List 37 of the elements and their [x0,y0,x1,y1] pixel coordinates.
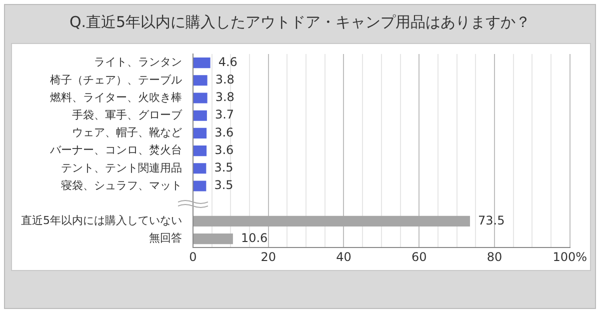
bar [194,163,206,174]
y-tick-label: 無回答 [149,232,182,245]
y-tick-label: 椅子（チェア）、テーブル [50,73,182,86]
y-tick-label: ウェア、帽子、靴など [72,126,182,140]
chart-title: Q.直近5年以内に購入したアウトドア・キャンプ用品はありますか？ [68,13,532,32]
y-tick-label: 寝袋、シュラフ、マット [61,178,182,192]
data-label: 3.6 [214,125,234,140]
y-tick-label: 直近5年以内には購入していない [21,214,182,228]
bar [194,234,233,244]
bar [194,92,208,104]
x-tick-label: 60 [411,250,427,264]
data-label: 3.8 [215,72,234,87]
y-tick-label: ライト、ランタン [94,56,182,69]
bar [194,216,470,226]
data-label: 10.6 [240,230,268,245]
x-tick-label: 80 [486,250,502,264]
x-tick-label: 20 [260,250,276,264]
bar [194,146,207,156]
x-tick-label: 0 [189,250,197,264]
y-tick-label: バーナー、コンロ、焚火台 [49,144,182,157]
y-tick-label: テント、テント関連用品 [61,161,182,174]
bar [194,75,208,86]
data-label: 3.8 [215,90,234,104]
data-label: 4.6 [218,54,238,69]
data-label: 3.6 [214,142,234,157]
x-tick-label: 100% [552,250,588,264]
y-tick-label: 手袋、軍手、グローブ [72,108,183,122]
data-label: 3.7 [214,108,234,122]
bar [194,180,206,192]
data-label: 3.5 [214,178,234,192]
y-tick-label: 燃料、ライター、火吹き棒 [50,90,182,104]
data-label: 3.5 [214,160,234,175]
data-label: 73.5 [478,213,505,228]
bar [194,110,207,121]
x-tick-label: 40 [336,250,352,264]
bar [194,58,210,68]
bar [194,128,207,138]
